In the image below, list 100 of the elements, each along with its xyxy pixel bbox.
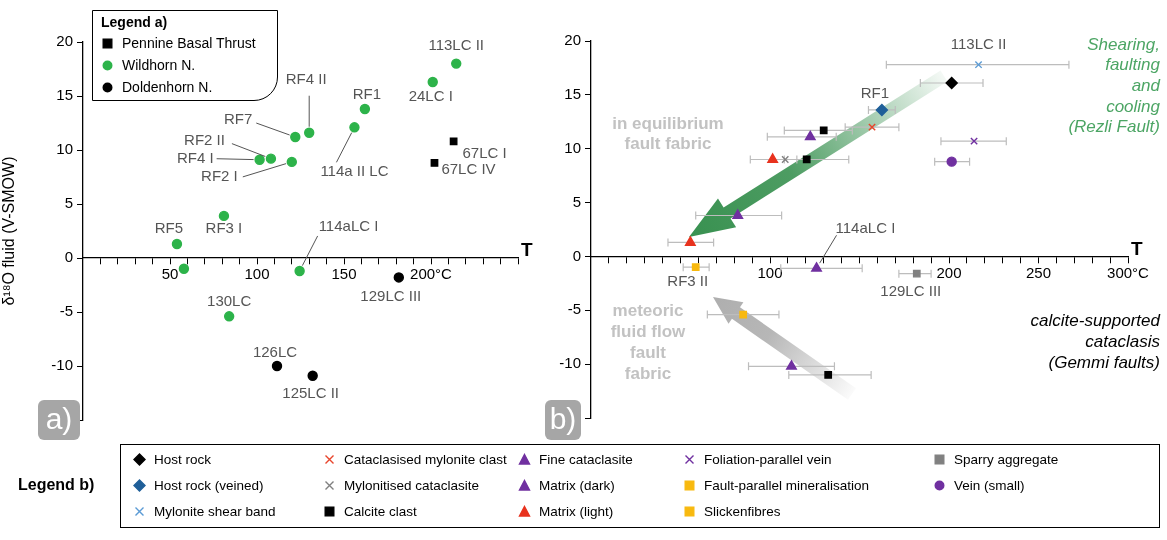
x-axis-title: T [1131, 237, 1143, 259]
point [824, 371, 833, 379]
legend-label: Matrix (dark) [539, 477, 615, 493]
annotation: 125LC II [282, 383, 340, 401]
annotation: RF2 II [184, 130, 225, 148]
annotation: 114a II LC [320, 162, 389, 180]
x-tick-label: 200 [936, 263, 962, 281]
point [218, 210, 230, 222]
annotation: RF1 [352, 85, 382, 103]
point [684, 236, 696, 246]
point [691, 263, 700, 272]
point [804, 130, 816, 141]
y-tick-label: 20 [564, 31, 581, 49]
legend-label: Host rock (veined) [154, 477, 264, 493]
legend-label: Pennine Basal Thrust [122, 35, 256, 51]
legend-label: Foliation-parallel vein [704, 451, 832, 467]
annotation: RF4 II [285, 69, 327, 87]
point [265, 153, 277, 164]
point [307, 370, 318, 381]
annotation: 67LC IV [441, 160, 496, 178]
point [868, 123, 876, 132]
y-tick-label: -10 [559, 354, 581, 372]
y-tick-label: -5 [59, 302, 73, 320]
point [178, 263, 190, 274]
point [393, 272, 405, 283]
legend-label: Mylonitised cataclasite [344, 477, 480, 493]
point [767, 153, 779, 163]
legend-title: Legend b) [18, 476, 95, 494]
point [223, 311, 235, 322]
annotation: RF2 I [201, 167, 238, 185]
annotation: RF7 [223, 110, 253, 128]
y-tick-label: -5 [567, 300, 581, 318]
annotation: 129LC III [360, 286, 422, 304]
text: b) [549, 402, 577, 436]
x-axis-title: T [521, 239, 533, 261]
annotation: calcite-supported cataclasis (Gemmi faults) [1030, 310, 1161, 372]
point [946, 156, 957, 167]
annotation: in equilibrium fault fabric [612, 113, 724, 153]
y-tick-label: 0 [572, 246, 581, 264]
point [171, 238, 183, 250]
point [449, 137, 458, 146]
legend-label: Slickenfibres [704, 503, 781, 519]
annotation: 129LC III [880, 281, 942, 299]
point [945, 76, 958, 90]
point [811, 262, 822, 272]
legend-label: Calcite clast [344, 503, 417, 519]
point [271, 360, 283, 372]
point [294, 265, 305, 277]
point [286, 156, 297, 168]
point [974, 60, 983, 69]
x-tick-label: 300°C [1107, 263, 1150, 281]
point [802, 155, 811, 164]
annotation: 67LC I [462, 143, 507, 161]
point [427, 76, 438, 88]
x-tick-label: 100 [757, 263, 783, 281]
point [349, 122, 360, 133]
x-tick-label: 150 [331, 265, 357, 283]
point [451, 58, 462, 69]
annotation: RF3 I [205, 219, 243, 237]
annotation: 114aLC I [318, 217, 379, 235]
annotation: 130LC [207, 292, 252, 310]
legend-label: Fine cataclasite [539, 451, 633, 467]
x-tick-label: 200°C [410, 265, 453, 283]
legend-label: Fault-parallel mineralisation [704, 477, 870, 493]
point [732, 209, 744, 219]
legend-label: Wildhorn N. [122, 57, 196, 73]
x-tick-label: 50 [161, 265, 179, 283]
point [786, 360, 797, 370]
point [254, 154, 265, 165]
annotation: RF1 [860, 84, 890, 102]
legend-label: Matrix (light) [539, 503, 614, 519]
y-tick-label: 0 [64, 248, 73, 266]
annotation: 113LC II [428, 35, 485, 53]
point [819, 126, 828, 135]
y-tick-label: -10 [51, 356, 73, 374]
annotation: 114aLC I [835, 219, 896, 237]
x-tick-label: 250 [1025, 263, 1052, 281]
y-axis-title: δ¹⁸O fluid (V-SMOW) [0, 156, 18, 306]
y-tick-label: 5 [572, 192, 581, 210]
y-tick-label: 10 [56, 140, 73, 158]
legend-title: Legend a) [101, 14, 169, 30]
point [290, 131, 301, 143]
point [875, 103, 889, 117]
point [430, 159, 439, 167]
point [359, 103, 371, 115]
text: a) [45, 402, 73, 436]
x-tick-label: 100 [244, 265, 270, 283]
legend-label: Doldenhorn N. [122, 79, 213, 95]
point [970, 137, 978, 146]
annotation: meteoric fluid flow fault fabric [610, 300, 687, 383]
legend-label: Cataclasised mylonite clast [344, 451, 507, 467]
y-tick-label: 10 [564, 138, 581, 156]
point [739, 310, 748, 319]
point [304, 127, 315, 138]
annotation: 113LC II [950, 34, 1007, 52]
legend-label: Vein (small) [954, 477, 1025, 493]
annotation: 126LC [252, 343, 298, 361]
point [912, 269, 921, 278]
annotation: RF3 II [667, 272, 709, 290]
legend-label: Host rock [154, 451, 212, 467]
